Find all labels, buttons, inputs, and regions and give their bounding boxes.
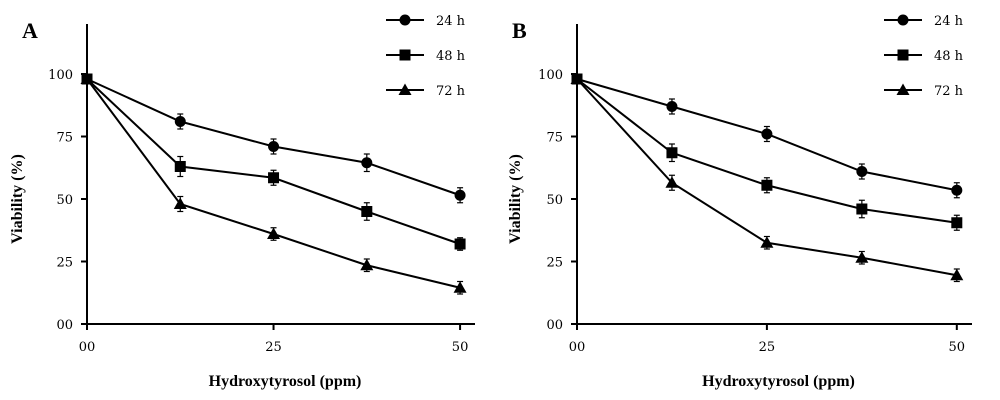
legend-label: 72 h [934, 84, 964, 99]
panel-letter: B [512, 18, 527, 43]
x-tick-label: 50 [949, 340, 966, 355]
legend-label: 48 h [436, 49, 466, 64]
data-point [361, 206, 373, 217]
y-tick-label: 75 [546, 131, 563, 146]
y-tick-label: 00 [546, 318, 563, 333]
y-tick-label: 75 [56, 131, 73, 146]
y-tick-label: 00 [56, 318, 73, 333]
legend-marker [398, 83, 412, 95]
data-point [174, 116, 186, 127]
data-point [80, 72, 94, 84]
x-tick-label: 25 [759, 340, 776, 355]
data-point [666, 147, 678, 159]
data-point [665, 176, 679, 188]
data-point [268, 141, 280, 152]
data-point [951, 217, 963, 229]
legend-marker [399, 14, 411, 26]
y-axis-title: Viability (%) [507, 154, 524, 244]
legend-label: 48 h [934, 49, 964, 64]
y-axis-title: Viability (%) [9, 154, 26, 244]
data-point [856, 166, 868, 177]
data-point [174, 161, 186, 172]
data-point [761, 128, 773, 140]
legend-label: 72 h [436, 84, 466, 99]
x-tick-label: 25 [265, 340, 282, 355]
data-point [761, 179, 773, 191]
x-tick-label: 00 [569, 340, 586, 355]
x-tick-label: 50 [452, 340, 469, 355]
y-tick-label: 25 [546, 256, 563, 271]
legend-marker [896, 83, 910, 95]
data-point [267, 227, 281, 239]
legend-marker [897, 14, 909, 26]
legend-marker [897, 49, 909, 61]
y-tick-label: 25 [56, 256, 73, 271]
data-point [855, 251, 869, 263]
data-point [570, 72, 584, 84]
panel-a: A 00 25 50 75 100 00 25 50 Hydroxytyrosol (ppm) Vi… [9, 14, 475, 390]
x-tick-label: 00 [79, 340, 96, 355]
data-point [361, 157, 373, 169]
data-point [453, 281, 467, 293]
legend-marker [399, 49, 411, 61]
data-point [268, 172, 280, 184]
data-point [666, 101, 678, 112]
y-tick-label: 50 [56, 193, 73, 208]
data-point [173, 197, 187, 209]
y-tick-label: 50 [546, 193, 563, 208]
data-point [856, 203, 868, 215]
legend-label: 24 h [436, 14, 466, 29]
data-point [950, 268, 964, 281]
x-axis-title: Hydroxytyrosol (ppm) [702, 373, 855, 390]
data-point [454, 189, 466, 201]
panel-letter: A [22, 18, 38, 43]
panel-b: B 00 25 50 75 100 00 25 50 Hydroxytyrosol (ppm) Vi… [507, 14, 972, 390]
x-axis-title: Hydroxytyrosol (ppm) [209, 373, 362, 390]
y-tick-label: 100 [48, 68, 73, 83]
series-line-48h [576, 78, 957, 224]
y-tick-label: 100 [538, 68, 563, 83]
data-point [760, 236, 774, 248]
data-point [360, 258, 374, 271]
data-point [951, 184, 963, 196]
legend-label: 24 h [934, 14, 964, 29]
data-point [454, 238, 466, 250]
